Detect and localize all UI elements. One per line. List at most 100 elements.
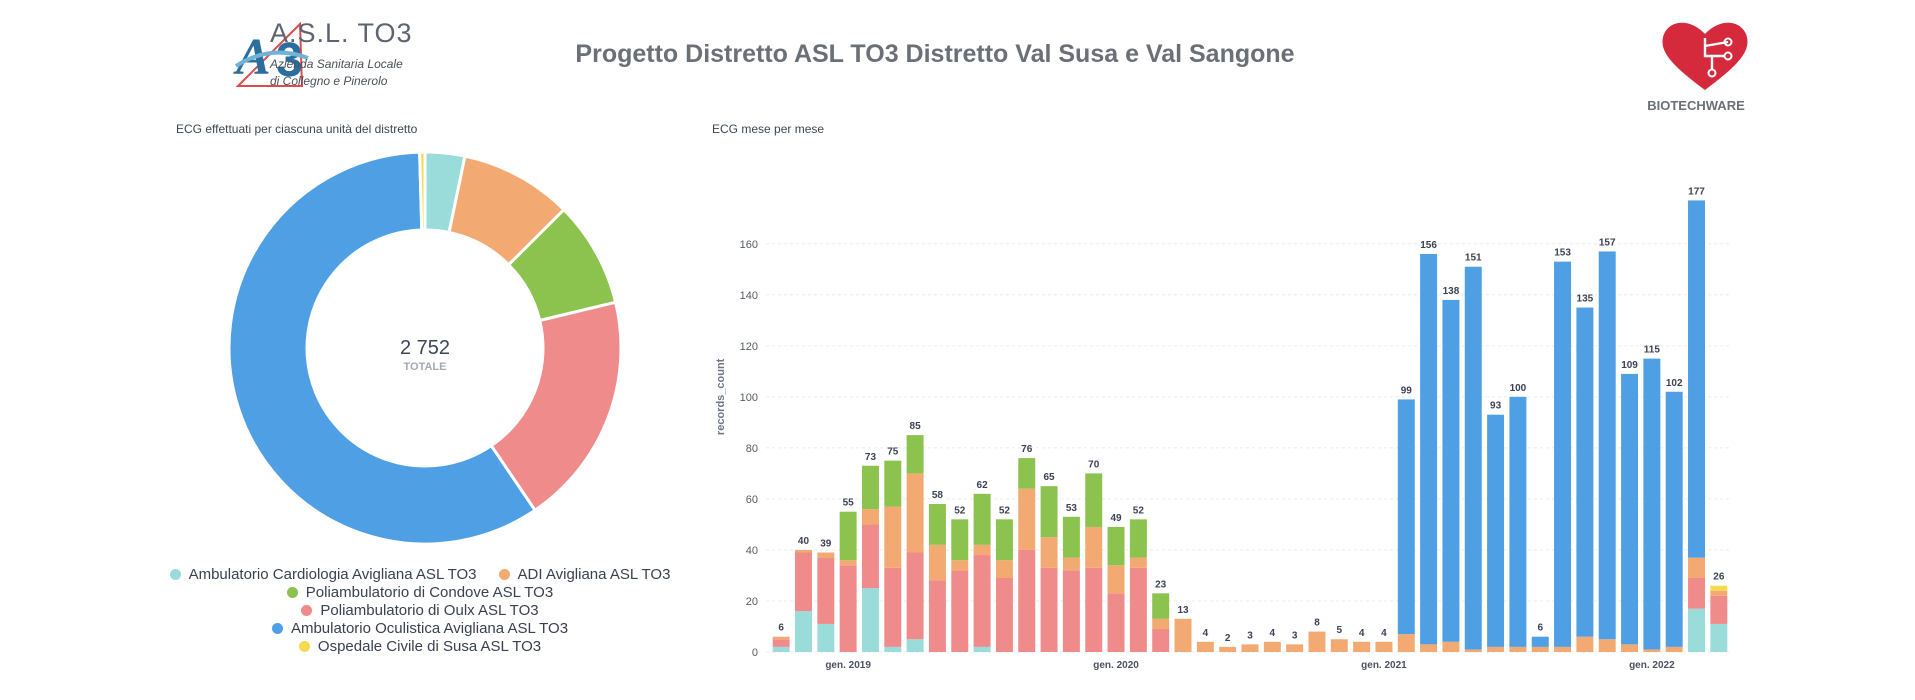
bar-segment[interactable] [1085,473,1103,527]
bar-segment[interactable] [906,473,924,553]
bar-segment[interactable] [1487,646,1505,652]
bar-segment[interactable] [1219,646,1237,652]
bar-segment[interactable] [951,560,969,571]
bar-segment[interactable] [1330,639,1348,652]
bar-segment[interactable] [1018,488,1036,550]
bar-segment[interactable] [772,639,790,647]
bar-segment[interactable] [928,504,946,545]
bar-segment[interactable] [1710,623,1728,652]
bar-segment[interactable] [1196,641,1214,652]
bar-segment[interactable] [1688,608,1705,652]
bar-segment[interactable] [772,646,790,652]
bar-segment[interactable] [1621,644,1639,652]
bar-segment[interactable] [1085,526,1103,568]
bar-segment[interactable] [1509,396,1527,647]
bar-segment[interactable] [1085,567,1103,652]
bar-segment[interactable] [906,435,924,474]
bar-segment[interactable] [1531,636,1549,647]
bar-segment[interactable] [1576,636,1594,652]
bar-segment[interactable] [1040,537,1058,568]
bar-segment[interactable] [795,611,812,652]
bar-segment[interactable] [1018,458,1036,489]
bar-segment[interactable] [1129,557,1147,568]
bar-segment[interactable] [1040,486,1058,538]
donut-slice[interactable] [489,300,623,513]
bar-segment[interactable] [1241,644,1259,652]
bar-segment[interactable] [1152,593,1170,619]
legend-item[interactable]: Ambulatorio Cardiologia Avigliana ASL TO… [169,566,477,583]
bar-segment[interactable] [973,555,991,647]
bar-segment[interactable] [795,549,812,553]
bar-segment[interactable] [861,524,879,589]
bar-segment[interactable] [1576,307,1594,637]
bar-segment[interactable] [1442,641,1460,652]
bar-segment[interactable] [1286,644,1304,652]
bar-segment[interactable] [1018,549,1036,652]
bar-segment[interactable] [1710,590,1728,596]
bar-segment[interactable] [1464,266,1482,650]
bar-segment[interactable] [839,560,857,566]
bar-segment[interactable] [1062,516,1080,558]
bar-segment[interactable] [995,519,1013,561]
bar-segment[interactable] [951,570,969,652]
bar-segment[interactable] [1420,253,1438,645]
bar-segment[interactable] [1598,639,1616,652]
bar-segment[interactable] [928,544,946,581]
bar-segment[interactable] [884,460,902,507]
bar-segment[interactable] [1464,649,1482,652]
donut-slice[interactable] [227,150,538,546]
bar-segment[interactable] [951,519,969,561]
bar-segment[interactable] [995,560,1013,579]
bar-segment[interactable] [817,552,835,558]
bar-segment[interactable] [1263,641,1281,652]
bar-segment[interactable] [884,506,902,568]
bar-segment[interactable] [817,623,835,652]
bar-segment[interactable] [906,552,924,640]
legend-item[interactable]: Poliambulatorio di Oulx ASL TO3 [301,602,539,619]
bar-segment[interactable] [1598,251,1616,640]
donut-slice[interactable] [418,150,427,232]
bar-segment[interactable] [928,580,946,652]
bar-segment[interactable] [1152,618,1170,630]
legend-item[interactable]: Ospedale Civile di Susa ASL TO3 [298,638,541,655]
bar-segment[interactable] [1353,641,1371,652]
bar-segment[interactable] [861,465,879,510]
bar-segment[interactable] [884,567,902,647]
bar-segment[interactable] [1487,414,1505,647]
bar-segment[interactable] [1375,641,1393,652]
bar-segment[interactable] [772,636,790,640]
bar-segment[interactable] [1710,595,1728,624]
bar-segment[interactable] [861,509,879,525]
bar-segment[interactable] [1442,299,1460,642]
bar-segment[interactable] [1129,519,1147,558]
bar-segment[interactable] [1040,567,1058,652]
bar-segment[interactable] [1397,634,1415,652]
legend-item[interactable]: ADI Avigliana ASL TO3 [498,566,670,583]
bar-segment[interactable] [1643,649,1661,652]
bar-segment[interactable] [1509,646,1527,652]
bar-segment[interactable] [839,565,857,652]
bar-segment[interactable] [1420,644,1438,652]
bar-segment[interactable] [1688,557,1705,579]
bar-segment[interactable] [906,639,924,652]
bar-segment[interactable] [1665,646,1683,652]
bar-segment[interactable] [1107,526,1125,566]
bar-segment[interactable] [973,493,991,545]
bar-segment[interactable] [973,544,991,556]
bar-segment[interactable] [1308,631,1326,652]
bar-segment[interactable] [884,646,902,652]
bar-segment[interactable] [861,588,879,652]
bar-segment[interactable] [1710,585,1728,591]
legend-item[interactable]: Ambulatorio Oculistica Avigliana ASL TO3 [271,620,568,637]
bar-segment[interactable] [1688,578,1705,609]
bar-segment[interactable] [1174,618,1192,652]
bar-segment[interactable] [1665,391,1683,647]
bar-segment[interactable] [995,578,1013,652]
bar-segment[interactable] [1152,629,1170,652]
bar-segment[interactable] [1107,565,1125,594]
bar-segment[interactable] [1554,261,1572,647]
bar-segment[interactable] [817,557,835,624]
bar-segment[interactable] [973,646,991,652]
bar-segment[interactable] [1397,399,1415,635]
bar-segment[interactable] [795,552,812,612]
